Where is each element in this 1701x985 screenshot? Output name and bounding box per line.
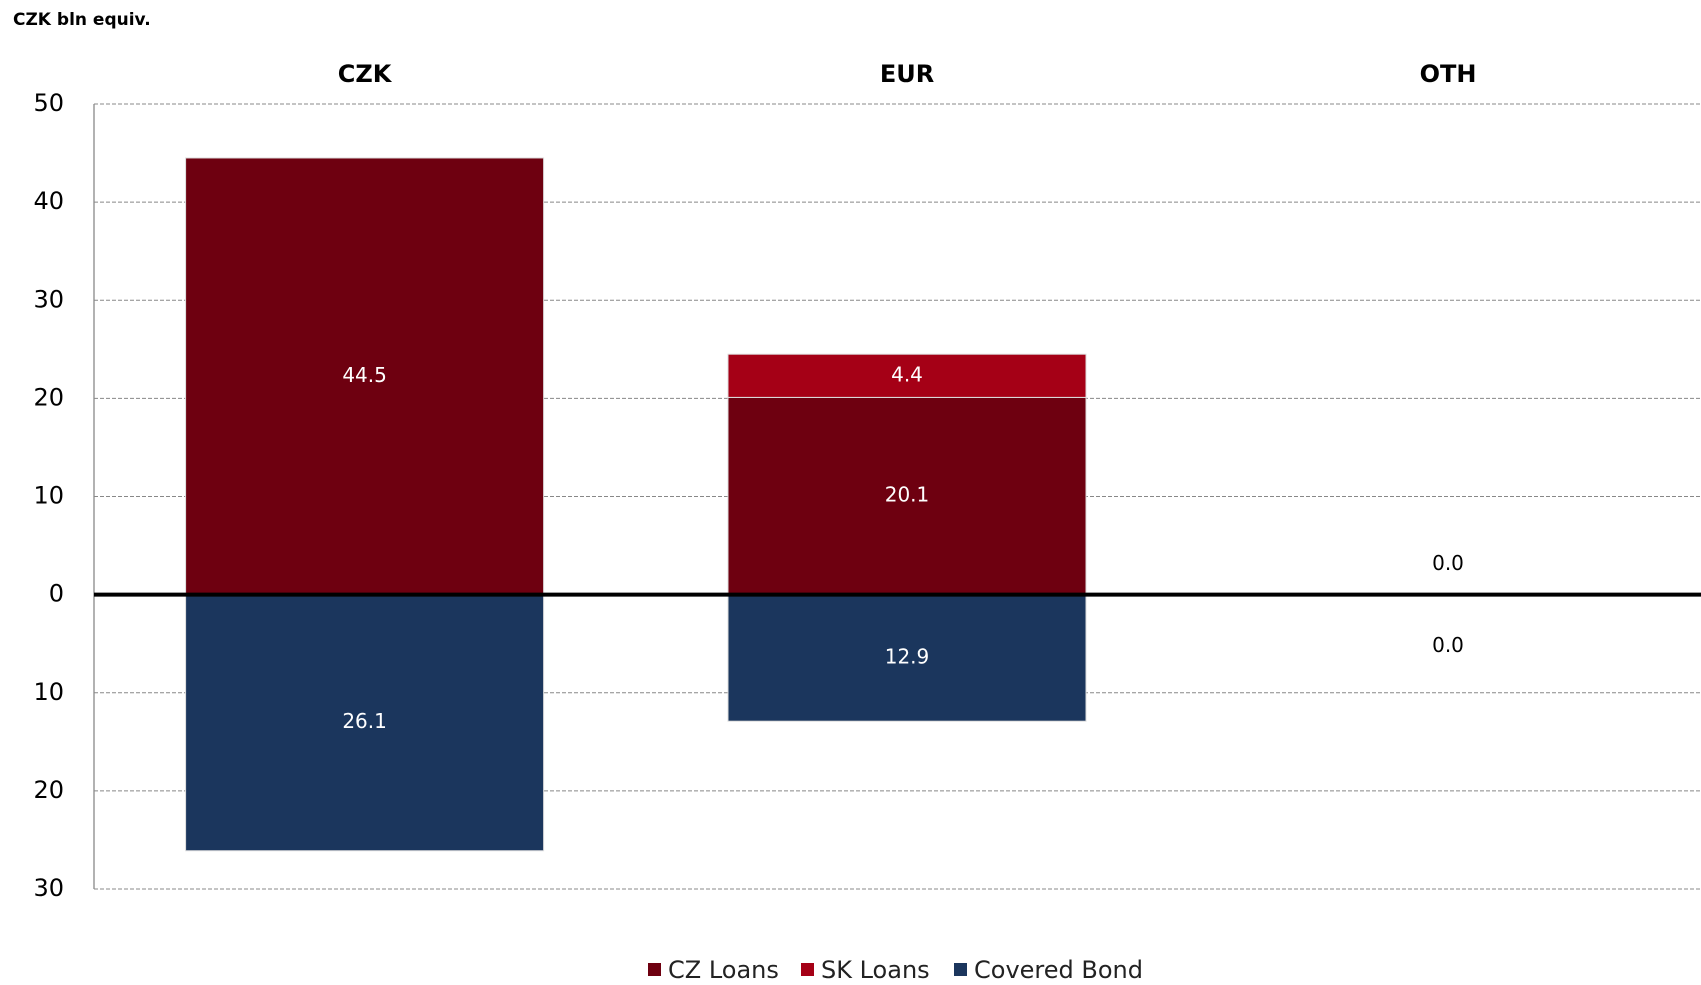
y-tick-label: 0 — [49, 580, 64, 608]
y-tick-label: 20 — [33, 383, 64, 411]
value-label: 0.0 — [1432, 551, 1464, 575]
category-label: OTH — [1420, 60, 1477, 88]
value-label: 44.5 — [342, 363, 387, 387]
legend-label: Covered Bond — [974, 956, 1143, 984]
value-label: 26.1 — [342, 709, 387, 733]
y-tick-label: 30 — [33, 874, 64, 902]
legend-label: CZ Loans — [668, 956, 779, 984]
value-label: 0.0 — [1432, 633, 1464, 657]
y-tick-label: 10 — [33, 482, 64, 510]
category-label: CZK — [338, 60, 393, 88]
legend-label: SK Loans — [821, 956, 930, 984]
bar-segment — [185, 594, 545, 852]
legend-swatch — [801, 963, 814, 976]
y-tick-label: 50 — [33, 89, 64, 117]
bar-segment — [727, 396, 1087, 596]
y-tick-label: 30 — [33, 285, 64, 313]
value-label: 20.1 — [885, 483, 930, 507]
value-label: 4.4 — [891, 362, 923, 386]
legend-swatch — [648, 963, 661, 976]
bar-segment — [727, 594, 1087, 722]
y-tick-label: 10 — [33, 678, 64, 706]
y-tick-label: 20 — [33, 776, 64, 804]
y-tick-label: 40 — [33, 187, 64, 215]
bar-segment — [727, 353, 1087, 398]
value-label: 12.9 — [885, 644, 930, 668]
chart-title: CZK bln equiv. — [13, 10, 151, 30]
legend-swatch — [954, 963, 967, 976]
category-label: EUR — [880, 60, 934, 88]
